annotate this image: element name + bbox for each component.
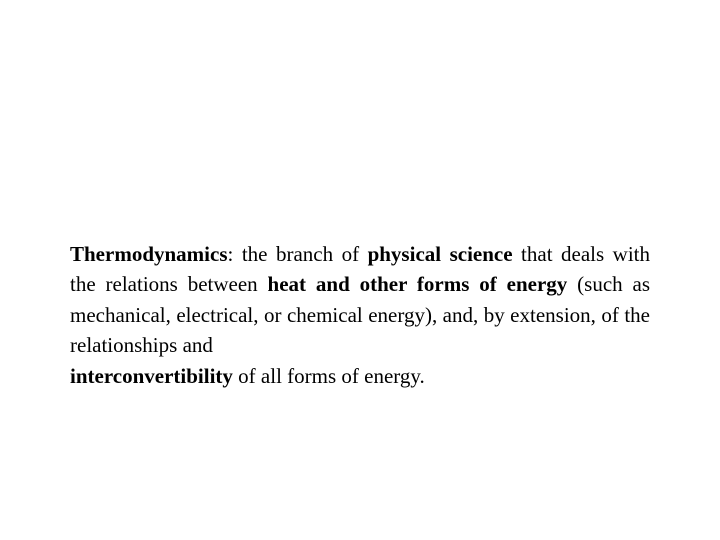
- term-physical-science: physical science: [368, 242, 513, 266]
- term-interconvertibility: interconvertibility: [70, 364, 233, 388]
- term-heat-energy: heat and other forms of energy: [268, 272, 568, 296]
- definition-paragraph: Thermodynamics: the branch of physical s…: [70, 239, 650, 391]
- text-segment: : the branch of: [228, 242, 368, 266]
- slide: Thermodynamics: the branch of physical s…: [0, 0, 720, 540]
- term-thermodynamics: Thermodynamics: [70, 242, 228, 266]
- text-segment: of all forms of energy.: [233, 364, 425, 388]
